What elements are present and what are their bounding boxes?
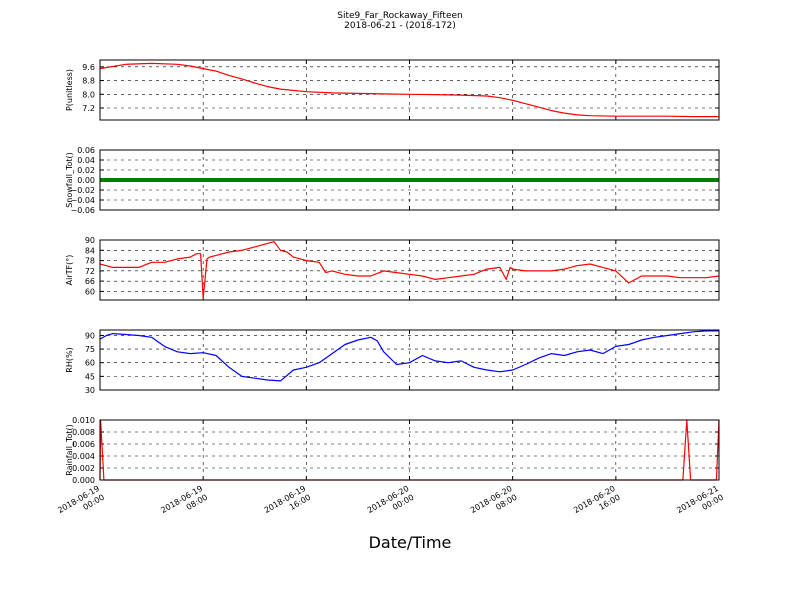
y-tick-label: 30: [85, 386, 95, 395]
y-tick-label: 0.02: [77, 166, 95, 175]
series-line: [99, 62, 719, 118]
y-tick-label: −0.06: [70, 206, 95, 215]
y-tick-label: 0.004: [72, 452, 95, 461]
y-tick-label: 8.8: [82, 77, 95, 86]
series-line: [99, 241, 720, 299]
y-tick-label: 90: [85, 236, 95, 245]
x-tick-label: 2018-06-2000:00: [366, 484, 416, 524]
y-tick-label: 8.0: [82, 90, 95, 99]
y-tick-label: 75: [85, 345, 95, 354]
panel-1: 7.2 8.0 8.8 9.6 P(unitless): [65, 59, 720, 121]
y-axis-label: Rainfall_Tot(): [65, 424, 74, 476]
plot-frame: [99, 419, 720, 481]
y-tick-label: 0.06: [77, 146, 95, 155]
y-tick-label: 0.00: [77, 176, 95, 185]
y-tick-label: 60: [85, 287, 95, 296]
y-tick-label: 0.000: [72, 476, 95, 485]
y-tick-label: −0.02: [70, 186, 95, 195]
x-tick-label: 2018-06-2100:00: [675, 484, 725, 524]
y-tick-label: 45: [85, 372, 95, 381]
y-tick-label: 60: [85, 359, 95, 368]
x-tick-label: 2018-06-1916:00: [263, 484, 313, 524]
panel-2: −0.06−0.04−0.020.000.020.040.06Snowfall_…: [65, 146, 720, 215]
x-tick-label: 2018-06-2016:00: [572, 484, 622, 524]
x-axis-label: Date/Time: [368, 533, 452, 552]
y-tick-label: 7.2: [82, 104, 95, 113]
y-tick-label: 66: [85, 277, 95, 286]
y-tick-label: 78: [85, 257, 95, 266]
y-tick-label: 84: [85, 246, 95, 255]
y-tick-label: 90: [85, 331, 95, 340]
y-tick-label: 0.010: [72, 416, 95, 425]
x-tick-label: 2018-06-1900:00: [56, 484, 106, 524]
plot-frame: [99, 59, 720, 121]
y-axis-label: AirTF(°): [65, 255, 74, 286]
plot-frame: [99, 239, 720, 301]
y-tick-label: 0.008: [72, 428, 95, 437]
y-tick-label: 72: [85, 267, 95, 276]
plot-frame: [99, 329, 720, 391]
chart-subtitle: 2018-06-21 - (2018-172): [344, 21, 456, 31]
x-tick-label: 2018-06-1908:00: [159, 484, 209, 524]
y-tick-label: 0.04: [77, 156, 95, 165]
panel-5: 0.000 0.002 0.004 0.006 0.008 0.010Rainfall_T…: [65, 416, 720, 485]
y-tick-label: 9.6: [82, 63, 95, 72]
y-axis-label: RH(%): [65, 347, 74, 372]
plot-frame: [99, 149, 720, 211]
chart-title: Site9_Far_Rockaway_Fifteen: [337, 11, 463, 21]
y-tick-label: 0.006: [72, 440, 95, 449]
panel-4: 30 45 60 75 90 RH(%): [65, 329, 720, 395]
y-tick-label: 0.002: [72, 464, 95, 473]
y-axis-label: P(unitless): [65, 69, 74, 111]
y-tick-label: −0.04: [70, 196, 95, 205]
y-axis-label: Snowfall_Tot(): [65, 152, 74, 208]
x-tick-label: 2018-06-2008:00: [469, 484, 519, 524]
series-line: [99, 330, 719, 382]
